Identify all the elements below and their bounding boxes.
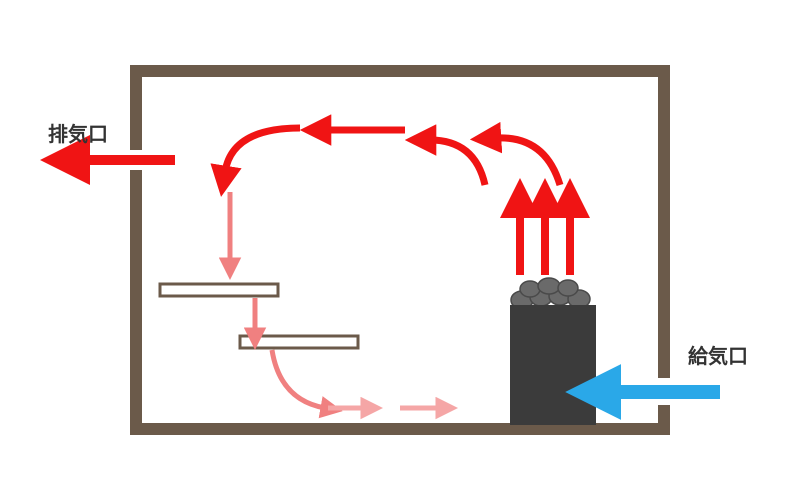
diagram-svg [0,0,800,500]
intake-label: 給気口 [688,340,748,369]
heater [510,278,596,425]
airflow-arrows [80,128,720,408]
exhaust-label: 排気口 [48,118,108,147]
benches [160,284,358,348]
